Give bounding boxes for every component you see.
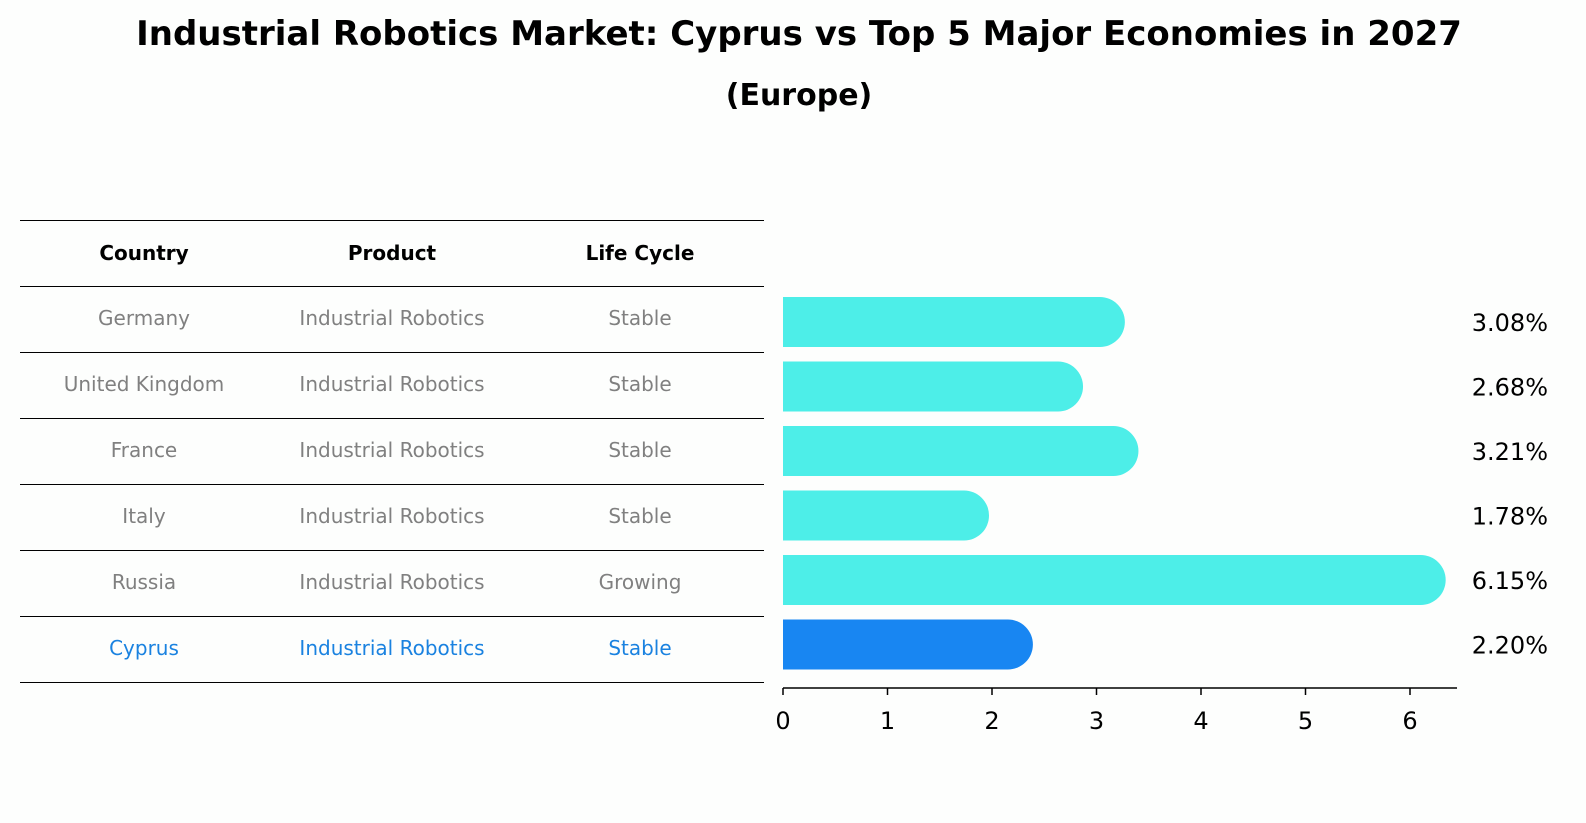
x-tick-label: 3 — [1089, 707, 1104, 735]
table-cell-product: Industrial Robotics — [299, 504, 485, 528]
table-cell-life-cycle: Stable — [608, 636, 672, 660]
bar-italy — [783, 490, 990, 541]
table-cell-country: United Kingdom — [63, 372, 225, 396]
table-cell-life-cycle: Stable — [608, 438, 672, 462]
bar-russia — [783, 555, 1446, 605]
chart-subtitle: (Europe) — [725, 78, 873, 113]
table-cell-life-cycle: Stable — [608, 504, 672, 528]
bar-value-label: 3.08% — [1472, 309, 1548, 337]
table-cell-country: Cyprus — [109, 636, 179, 660]
table-cell-country: Germany — [98, 306, 190, 330]
bar-cyprus — [783, 619, 1033, 670]
table-rule — [20, 352, 764, 353]
bar-value-label: 1.78% — [1472, 503, 1548, 531]
table-rule — [20, 286, 764, 287]
x-tick-label: 0 — [775, 707, 790, 735]
bar-value-label: 6.15% — [1472, 567, 1548, 595]
table-rule — [20, 682, 764, 683]
table-rule — [20, 220, 764, 221]
x-tick-label: 1 — [880, 707, 895, 735]
table-cell-product: Industrial Robotics — [299, 636, 485, 660]
table-cell-product: Industrial Robotics — [299, 570, 485, 594]
table-cell-life-cycle: Growing — [598, 570, 682, 594]
x-tick-label: 2 — [984, 707, 999, 735]
table-rule — [20, 616, 764, 617]
table-cell-product: Industrial Robotics — [299, 438, 485, 462]
table-header-product: Product — [347, 241, 437, 265]
table-cell-country: Italy — [122, 504, 166, 528]
bar-germany — [783, 297, 1125, 347]
table-cell-life-cycle: Stable — [608, 306, 672, 330]
bar-france — [783, 426, 1139, 476]
table-header-life-cycle: Life Cycle — [585, 241, 695, 265]
table-cell-country: France — [110, 438, 178, 462]
table-cell-life-cycle: Stable — [608, 372, 672, 396]
x-tick-label: 4 — [1193, 707, 1208, 735]
x-tick-label: 5 — [1298, 707, 1313, 735]
table-rule — [20, 484, 764, 485]
bar-united-kingdom — [783, 361, 1084, 412]
table-rule — [20, 418, 764, 419]
x-tick-label: 6 — [1402, 707, 1417, 735]
table-rule — [20, 550, 764, 551]
bar-value-label: 2.20% — [1472, 632, 1548, 660]
bar-value-label: 2.68% — [1472, 374, 1548, 402]
table-header-country: Country — [99, 241, 189, 265]
bar-value-label: 3.21% — [1472, 438, 1548, 466]
table-cell-product: Industrial Robotics — [299, 372, 485, 396]
table-cell-product: Industrial Robotics — [299, 306, 485, 330]
chart-title: Industrial Robotics Market: Cyprus vs To… — [136, 14, 1462, 54]
table-cell-country: Russia — [111, 570, 177, 594]
